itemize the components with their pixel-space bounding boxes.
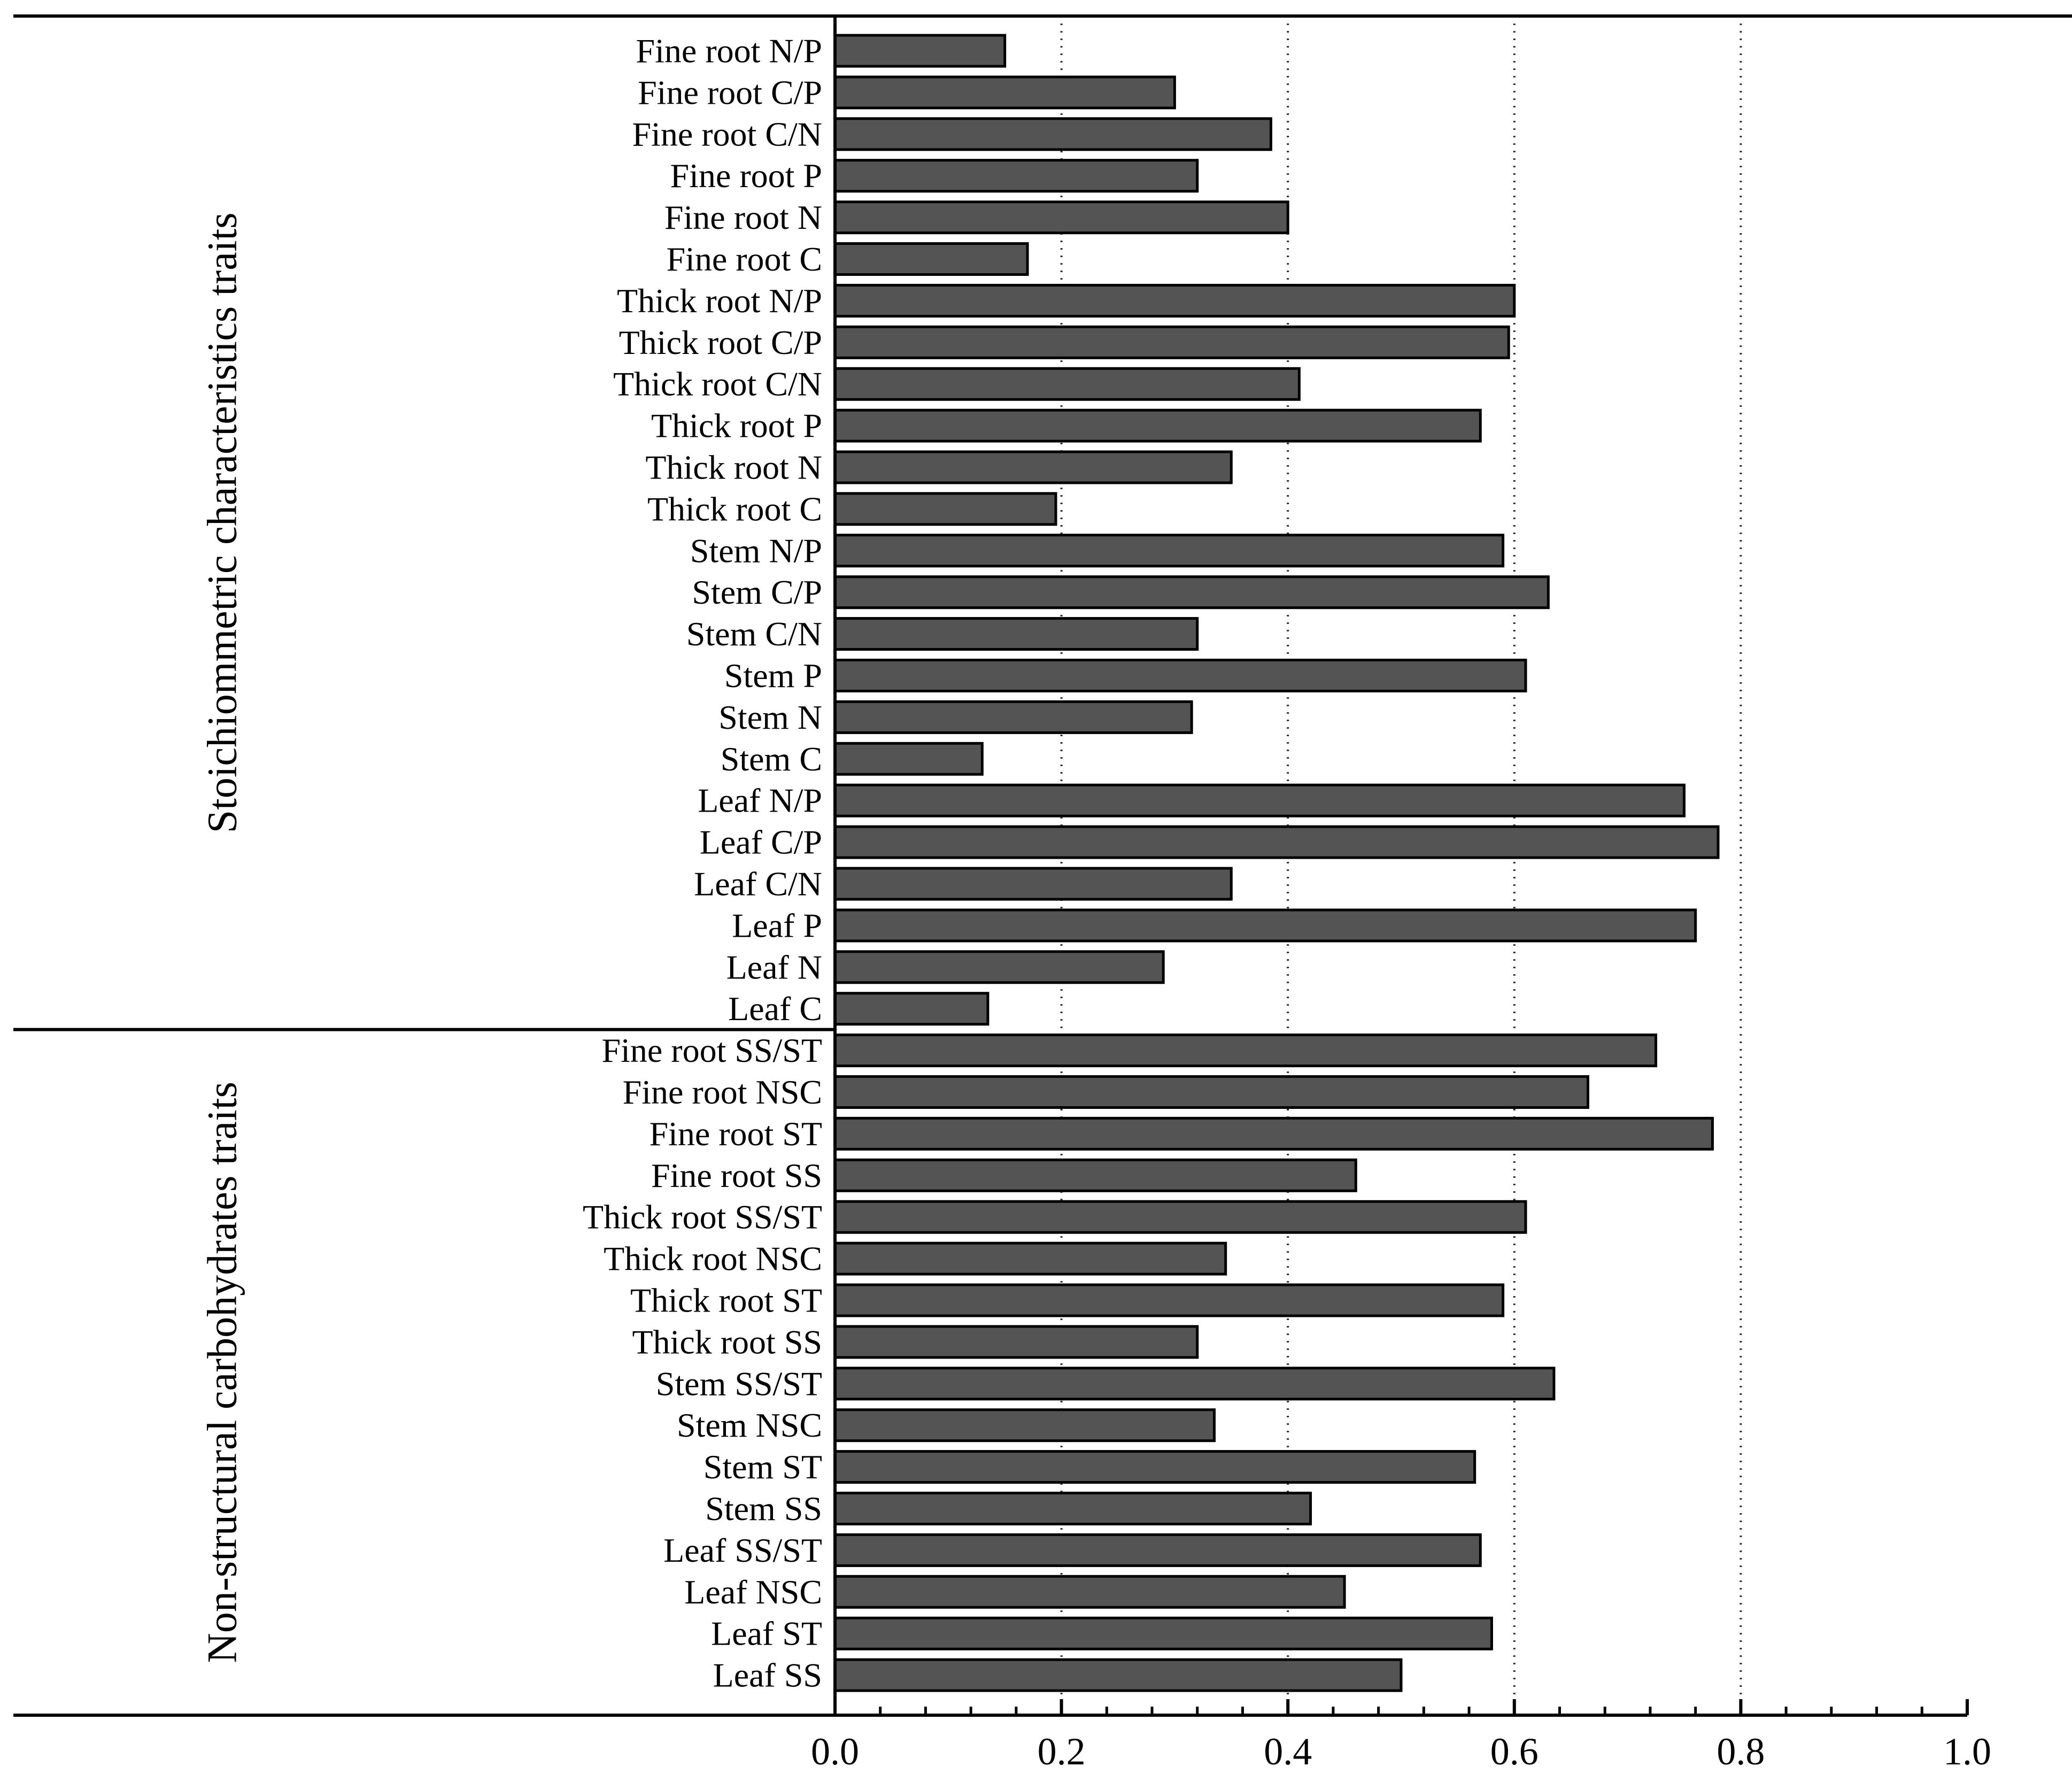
category-label-leaf-c-p: Leaf C/P xyxy=(700,823,822,861)
bar-thick-root-n xyxy=(833,450,1233,484)
group-labels: Stoichiommetric characteristics traits No… xyxy=(199,212,245,1663)
x-axis-ticks: 0.0 0.2 0.4 0.6 0.8 1.0 xyxy=(811,1699,1991,1773)
category-label-leaf-ss: Leaf SS xyxy=(713,1656,822,1694)
bar-leaf-n xyxy=(833,950,1165,984)
category-label-stem-n: Stem N xyxy=(718,698,822,736)
category-label-fine-root-n: Fine root N xyxy=(664,198,822,236)
x-tick-label-0-4: 0.4 xyxy=(1264,1730,1312,1773)
bar-fine-root-ss-st xyxy=(833,1033,1658,1068)
category-label-thick-root-n: Thick root N xyxy=(645,449,822,487)
bar-fine-root-c-n xyxy=(833,117,1272,151)
bar-leaf-c-n xyxy=(833,867,1233,901)
bar-stem-ss-st xyxy=(833,1367,1556,1401)
category-label-fine-root-c: Fine root C xyxy=(666,240,822,278)
category-label-thick-root-nsc: Thick root NSC xyxy=(604,1240,822,1278)
group-label-1: Stoichiommetric characteristics traits xyxy=(199,212,245,833)
bar-leaf-ss-st xyxy=(833,1533,1482,1567)
bar-stem-c-p xyxy=(833,575,1550,610)
bar-fine-root-n xyxy=(833,200,1289,235)
bar-stem-ss xyxy=(833,1492,1312,1525)
category-label-stem-n-p: Stem N/P xyxy=(690,531,822,569)
category-label-fine-root-nsc: Fine root NSC xyxy=(623,1073,822,1111)
category-label-fine-root-c-n: Fine root C/N xyxy=(632,115,822,153)
bar-thick-root-n-p xyxy=(833,283,1516,318)
x-tick-label-0-8: 0.8 xyxy=(1717,1730,1765,1773)
category-label-thick-root-c-n: Thick root C/N xyxy=(613,365,822,403)
bar-fine-root-st xyxy=(833,1116,1714,1151)
category-label-thick-root-p: Thick root P xyxy=(651,407,822,445)
bar-stem-c xyxy=(833,742,984,776)
bar-fine-root-c-p xyxy=(833,75,1176,110)
category-label-fine-root-p: Fine root P xyxy=(670,157,822,195)
x-tick-label-0-2: 0.2 xyxy=(1038,1730,1086,1773)
bar-thick-root-c-p xyxy=(833,325,1510,359)
category-label-leaf-n-p: Leaf N/P xyxy=(698,782,822,820)
bar-thick-root-st xyxy=(833,1283,1505,1317)
category-label-leaf-nsc: Leaf NSC xyxy=(684,1573,822,1611)
bar-stem-st xyxy=(833,1450,1476,1484)
category-label-fine-root-ss: Fine root SS xyxy=(651,1156,822,1194)
bars xyxy=(833,34,1720,1692)
category-label-stem-ss: Stem SS xyxy=(705,1490,822,1528)
group-label-2: Non-structural carbohydrates traits xyxy=(199,1082,245,1663)
bar-thick-root-ss-st xyxy=(833,1200,1527,1234)
category-label-leaf-c-n: Leaf C/N xyxy=(694,865,822,903)
x-tick-label-1-0: 1.0 xyxy=(1943,1730,1991,1773)
bar-thick-root-ss xyxy=(833,1325,1199,1359)
bar-thick-root-p xyxy=(833,408,1482,443)
category-label-thick-root-st: Thick root ST xyxy=(630,1282,822,1320)
category-label-fine-root-st: Fine root ST xyxy=(649,1115,822,1153)
x-tick-label-0-6: 0.6 xyxy=(1490,1730,1538,1773)
bar-fine-root-n-p xyxy=(833,34,1007,68)
category-label-fine-root-ss-st: Fine root SS/ST xyxy=(601,1031,822,1069)
bar-fine-root-nsc xyxy=(833,1075,1589,1109)
category-label-leaf-st: Leaf ST xyxy=(711,1615,822,1653)
bar-stem-nsc xyxy=(833,1408,1216,1443)
bar-leaf-nsc xyxy=(833,1575,1346,1609)
bar-leaf-ss xyxy=(833,1658,1403,1692)
category-label-leaf-ss-st: Leaf SS/ST xyxy=(663,1531,822,1569)
bar-thick-root-c-n xyxy=(833,367,1301,401)
category-label-stem-p: Stem P xyxy=(724,657,822,695)
bar-stem-n xyxy=(833,700,1193,734)
category-label-fine-root-c-p: Fine root C/P xyxy=(638,73,822,111)
category-label-thick-root-c-p: Thick root C/P xyxy=(619,323,822,361)
bar-stem-c-n xyxy=(833,617,1199,651)
bar-stem-p xyxy=(833,659,1527,692)
bar-stem-n-p xyxy=(833,534,1505,568)
category-label-leaf-n: Leaf N xyxy=(726,948,822,986)
category-label-fine-root-n-p: Fine root N/P xyxy=(636,32,822,70)
bar-leaf-st xyxy=(833,1616,1493,1650)
bar-leaf-p xyxy=(833,908,1697,943)
bar-leaf-n-p xyxy=(833,783,1686,817)
category-label-thick-root-n-p: Thick root N/P xyxy=(617,282,822,320)
category-label-thick-root-c: Thick root C xyxy=(647,490,822,528)
bar-fine-root-p xyxy=(833,159,1199,193)
x-tick-label-0-0: 0.0 xyxy=(811,1730,859,1773)
category-label-leaf-p: Leaf P xyxy=(732,906,822,944)
bar-fine-root-c xyxy=(833,242,1029,276)
category-label-stem-c-n: Stem C/N xyxy=(686,615,822,653)
category-label-stem-c: Stem C xyxy=(721,740,822,778)
bar-leaf-c-p xyxy=(833,825,1720,859)
category-label-stem-c-p: Stem C/P xyxy=(692,573,822,611)
category-label-stem-ss-st: Stem SS/ST xyxy=(656,1364,822,1402)
category-label-thick-root-ss: Thick root SS xyxy=(632,1323,822,1361)
bar-thick-root-c xyxy=(833,492,1057,526)
bar-leaf-c xyxy=(833,992,989,1026)
category-label-stem-st: Stem ST xyxy=(703,1448,822,1486)
category-label-thick-root-ss-st: Thick root SS/ST xyxy=(583,1198,822,1236)
bar-fine-root-ss xyxy=(833,1158,1357,1192)
category-label-leaf-c: Leaf C xyxy=(728,990,822,1028)
axes xyxy=(13,14,2072,1717)
category-label-stem-nsc: Stem NSC xyxy=(677,1406,822,1444)
bar-thick-root-nsc xyxy=(833,1241,1227,1276)
